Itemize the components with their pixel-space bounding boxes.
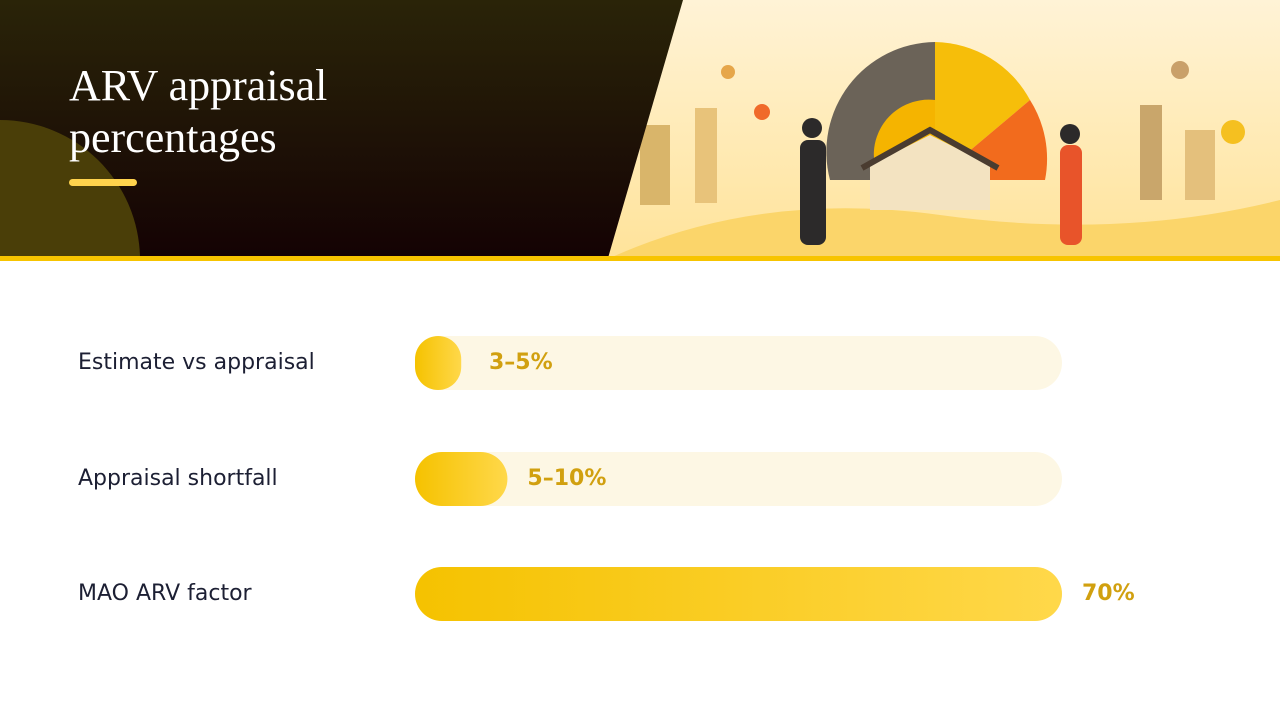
title-line: ARV appraisal xyxy=(69,61,327,110)
value-label: 70% xyxy=(1082,581,1135,606)
bar xyxy=(415,336,462,390)
title-line: percentages xyxy=(69,113,277,162)
value-label: 3–5% xyxy=(489,350,553,375)
bar xyxy=(415,452,508,506)
bar xyxy=(415,567,1062,621)
category-label: MAO ARV factor xyxy=(78,581,253,606)
chart-title: ARV appraisal percentages xyxy=(69,61,327,162)
bar-track xyxy=(415,336,1062,390)
header-rule xyxy=(0,256,1280,261)
header-accent xyxy=(0,120,140,258)
header-dark xyxy=(0,0,683,258)
header-illustration xyxy=(600,0,1280,258)
category-label: Estimate vs appraisal xyxy=(78,350,315,375)
bar-track xyxy=(415,452,1062,506)
title-underline xyxy=(69,179,137,186)
value-label: 5–10% xyxy=(527,466,606,491)
category-label: Appraisal shortfall xyxy=(78,466,278,491)
